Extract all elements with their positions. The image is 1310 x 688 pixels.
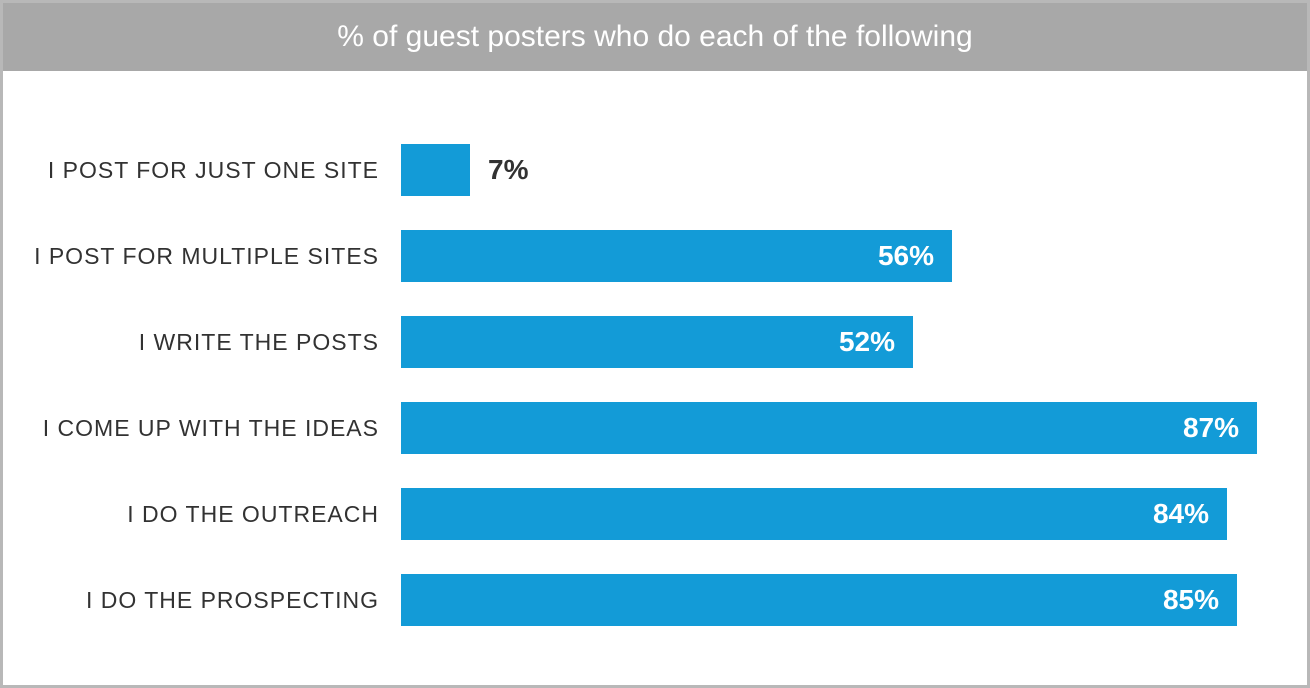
bar: 84% [401,488,1227,540]
bar-row: I DO THE PROSPECTING 85% [6,559,1304,641]
chart-container: % of guest posters who do each of the fo… [0,0,1310,688]
bar-value: 7% [488,154,528,186]
bar-col: 85% [401,574,1304,626]
bar: 85% [401,574,1237,626]
bar-col: 87% [401,402,1304,454]
bar: 56% [401,230,952,282]
bar-label: I WRITE THE POSTS [139,329,379,355]
bar-label-col: I DO THE PROSPECTING [6,587,401,614]
bar-col: 7% [401,144,1304,196]
bar-label: I POST FOR JUST ONE SITE [48,157,379,183]
bar-label-col: I WRITE THE POSTS [6,329,401,356]
bar: 87% [401,402,1257,454]
bar-label: I DO THE PROSPECTING [86,587,379,613]
bar-row: I WRITE THE POSTS 52% [6,301,1304,383]
bar-label-col: I POST FOR JUST ONE SITE [6,157,401,184]
bar-value: 85% [1163,584,1219,616]
bar-value: 87% [1183,412,1239,444]
bar-label: I POST FOR MULTIPLE SITES [34,243,379,269]
bar-col: 56% [401,230,1304,282]
bar-value: 52% [839,326,895,358]
bar-value: 84% [1153,498,1209,530]
bar-col: 52% [401,316,1304,368]
bar-label-col: I COME UP WITH THE IDEAS [6,415,401,442]
bar-row: I POST FOR MULTIPLE SITES 56% [6,215,1304,297]
bar-col: 84% [401,488,1304,540]
bar-label: I DO THE OUTREACH [127,501,379,527]
bar-label: I COME UP WITH THE IDEAS [43,415,379,441]
bar: 52% [401,316,913,368]
chart-plot-area: I POST FOR JUST ONE SITE 7% I POST FOR MUL… [6,71,1304,682]
chart-title: % of guest posters who do each of the fo… [337,20,972,54]
bar-label-col: I DO THE OUTREACH [6,501,401,528]
bar-row: I COME UP WITH THE IDEAS 87% [6,387,1304,469]
bar-label-col: I POST FOR MULTIPLE SITES [6,243,401,270]
bar-row: I DO THE OUTREACH 84% [6,473,1304,555]
bar [401,144,470,196]
bar-row: I POST FOR JUST ONE SITE 7% [6,129,1304,211]
chart-title-bar: % of guest posters who do each of the fo… [3,3,1307,71]
bar-value: 56% [878,240,934,272]
